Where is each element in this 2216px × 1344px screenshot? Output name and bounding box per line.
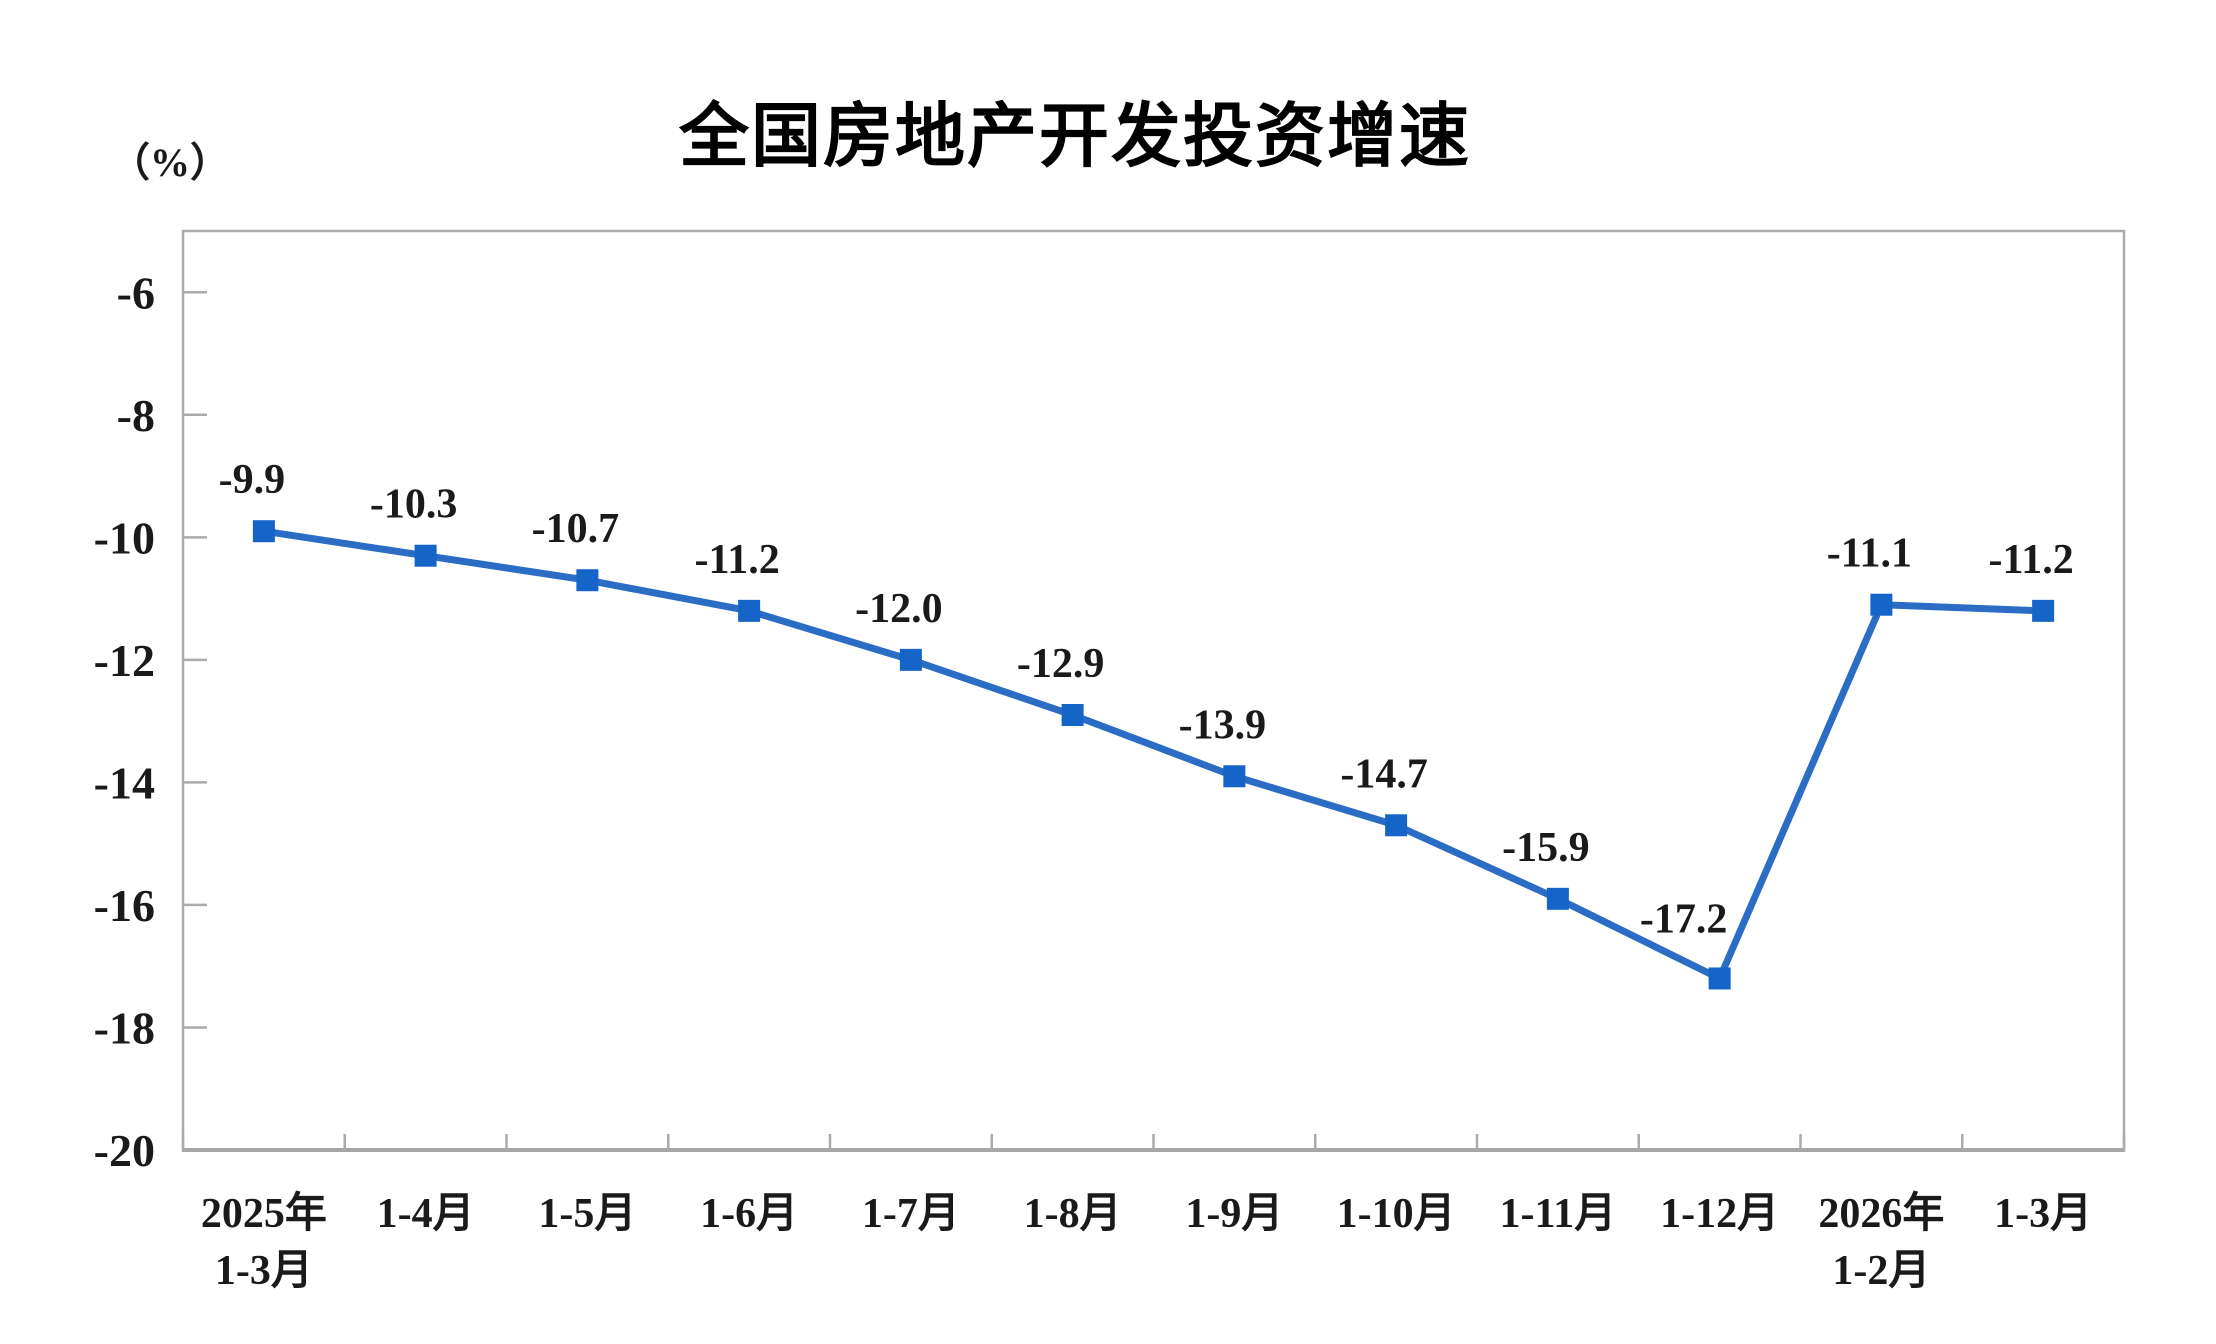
y-axis-tick-label: -8: [117, 390, 155, 441]
y-axis-tick-label: -14: [94, 757, 155, 808]
x-axis-category-label: 1-5月: [538, 1191, 636, 1237]
x-axis-category-label: 1-8月: [1024, 1191, 1122, 1237]
y-axis-tick-label: -16: [94, 880, 155, 931]
y-axis-unit-label: （%）: [110, 140, 230, 185]
y-axis-tick-label: -10: [94, 512, 155, 563]
x-axis-category-label: 1-12月: [1660, 1191, 1779, 1237]
data-line: [260, 527, 2047, 982]
data-point-label: -15.9: [1502, 825, 1590, 871]
data-point-marker: [1061, 704, 1084, 727]
data-point-label: -10.7: [532, 506, 620, 552]
y-axis-tick-label: -12: [94, 635, 155, 686]
data-point-label: -17.2: [1640, 896, 1728, 942]
x-axis-category-label: 1-4月: [377, 1191, 475, 1237]
data-point-marker: [1385, 814, 1408, 837]
y-axis-tick-label: -18: [94, 1002, 155, 1053]
x-axis-category-label: 1-10月: [1337, 1191, 1456, 1237]
data-point-label: -12.0: [855, 586, 943, 632]
plot-border: [181, 229, 2126, 1152]
data-point-marker: [1708, 967, 1731, 990]
data-point-label: -13.9: [1179, 702, 1267, 748]
data-point-marker: [252, 520, 275, 543]
data-point-marker: [576, 569, 599, 592]
x-axis-category-label: 1-2月: [1832, 1248, 1930, 1294]
x-axis-category-label: 1-11月: [1500, 1191, 1617, 1237]
data-point-marker: [1223, 765, 1246, 788]
x-axis-category-label: 2026年: [1818, 1190, 1944, 1237]
data-point-label: -10.3: [370, 482, 458, 528]
data-point-marker: [738, 599, 761, 622]
data-point-marker: [2032, 599, 2055, 622]
data-point-marker: [1546, 887, 1569, 910]
x-axis-category-label: 2025年: [201, 1190, 327, 1237]
chart-title: 全国房地产开发投资增速: [679, 97, 1471, 175]
data-point-marker: [899, 648, 922, 671]
data-point-label: -11.2: [1989, 537, 2074, 583]
x-axis-category-label: 1-9月: [1185, 1191, 1283, 1237]
data-point-marker: [414, 544, 437, 567]
data-point-label: -14.7: [1340, 751, 1428, 797]
x-axis-category-label: 1-6月: [700, 1191, 798, 1237]
data-point-label: -9.9: [219, 457, 286, 503]
x-axis-category-label: 1-7月: [862, 1191, 960, 1237]
data-point-label: -12.9: [1017, 641, 1105, 687]
y-axis-tick-label: -20: [94, 1125, 155, 1176]
data-point-label: -11.2: [695, 537, 780, 583]
x-axis-category-label: 1-3月: [1994, 1191, 2092, 1237]
data-point-marker: [1870, 593, 1893, 616]
y-axis-tick-label: -6: [117, 267, 155, 318]
x-axis-category-label: 1-3月: [215, 1248, 313, 1294]
data-point-label: -11.1: [1827, 531, 1912, 577]
